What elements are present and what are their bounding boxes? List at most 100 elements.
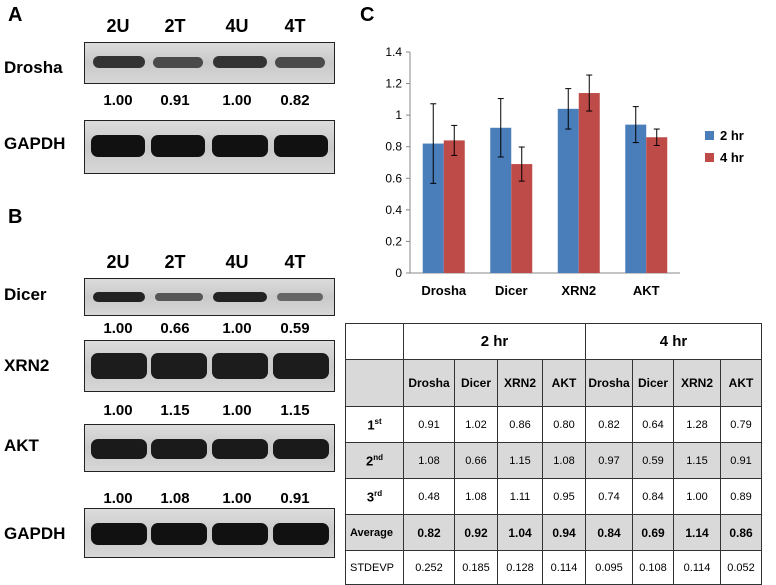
protein-label-xrn2: XRN2 xyxy=(4,356,50,375)
table-row: 2nd 1.08 0.66 1.15 1.08 0.97 0.59 1.15 0.91 xyxy=(345,442,762,479)
y-tick-label: 0.2 xyxy=(385,234,402,248)
table-cell: 0.108 xyxy=(632,550,674,585)
table-protein-header-row: Drosha Dicer XRN2 AKT Drosha Dicer XRN2 … xyxy=(345,359,762,407)
bar xyxy=(443,140,465,273)
y-tick-label: 0 xyxy=(395,266,402,280)
bar xyxy=(490,127,512,274)
group-header-4hr: 4 hr xyxy=(585,323,762,360)
quant-value: 1.08 xyxy=(160,490,190,507)
panel-b-label: B xyxy=(8,206,23,228)
y-tick-label: 0.8 xyxy=(385,140,402,154)
protein-label-akt: AKT xyxy=(4,436,39,455)
quant-value: 1.00 xyxy=(103,402,133,419)
lane-header: 2U xyxy=(106,252,130,272)
table-cell: 0.86 xyxy=(720,514,762,551)
table-cell: 0.185 xyxy=(454,550,498,585)
lane-header: 4T xyxy=(284,16,306,36)
y-tick-label: 1.2 xyxy=(385,77,402,91)
quant-value: 0.82 xyxy=(280,92,310,109)
table-cell: 0.97 xyxy=(585,442,633,479)
blot-drosha xyxy=(84,42,335,84)
quant-value: 1.00 xyxy=(103,490,133,507)
legend-swatch xyxy=(705,131,714,140)
table-cell: 0.64 xyxy=(632,406,674,443)
quant-value: 1.00 xyxy=(222,92,252,109)
data-table: 2 hr 4 hr Drosha Dicer XRN2 AKT Drosha D… xyxy=(345,323,762,585)
table-col-header: AKT xyxy=(542,359,586,407)
table-row-label: 3rd xyxy=(345,478,404,515)
table-cell: 0.84 xyxy=(585,514,633,551)
legend-swatch xyxy=(705,153,714,162)
quant-value: 0.59 xyxy=(280,320,310,337)
table-group-header-row: 2 hr 4 hr xyxy=(345,323,762,360)
y-tick-label: 0.4 xyxy=(385,203,402,217)
blot-akt xyxy=(84,424,335,472)
table-col-header: Drosha xyxy=(403,359,455,407)
table-cell: 0.92 xyxy=(454,514,498,551)
table-row-label: 1st xyxy=(345,406,404,443)
table-row: Average 0.82 0.92 1.04 0.94 0.84 0.69 1.14 0.86 xyxy=(345,514,762,551)
table-cell: 0.89 xyxy=(720,478,762,515)
table-col-header: Dicer xyxy=(454,359,498,407)
table-col-header: Drosha xyxy=(585,359,633,407)
table-row: 1st 0.91 1.02 0.86 0.80 0.82 0.64 1.28 0.79 xyxy=(345,406,762,443)
table-cell: 1.08 xyxy=(454,478,498,515)
table-row-label: Average xyxy=(345,514,404,551)
protein-label-drosha: Drosha xyxy=(4,58,63,77)
table-cell: 0.74 xyxy=(585,478,633,515)
quant-value: 1.15 xyxy=(280,402,310,419)
quant-value: 1.00 xyxy=(222,320,252,337)
table-cell: 1.28 xyxy=(673,406,721,443)
lane-header: 2T xyxy=(164,252,186,272)
bar xyxy=(511,164,533,273)
table-cell: 0.91 xyxy=(720,442,762,479)
table-cell: 0.95 xyxy=(542,478,586,515)
table-col-header: XRN2 xyxy=(673,359,721,407)
quant-value: 1.00 xyxy=(103,320,133,337)
lane-header: 2U xyxy=(106,16,130,36)
bar-chart: 0 0.2 0.4 0.6 0.8 1 1.2 1.4 Drosha Dicer XRN2 AKT 2 … xyxy=(385,45,744,298)
table-cell: 0.252 xyxy=(403,550,455,585)
blot-gapdh-b xyxy=(84,508,335,558)
legend-label: 4 hr xyxy=(720,150,744,165)
bar xyxy=(422,143,444,273)
quant-value: 1.00 xyxy=(222,490,252,507)
y-tick-label: 1 xyxy=(395,108,402,122)
table-row-label: STDEVP xyxy=(345,550,404,585)
table-cell: 0.66 xyxy=(454,442,498,479)
table-cell: 1.11 xyxy=(497,478,543,515)
table-cell: 0.94 xyxy=(542,514,586,551)
panel-a-label: A xyxy=(8,4,23,26)
table-cell: 0.82 xyxy=(403,514,455,551)
protein-label-gapdh: GAPDH xyxy=(4,134,66,153)
bar xyxy=(625,124,647,273)
table-cell: 1.00 xyxy=(673,478,721,515)
table-cell: 0.052 xyxy=(720,550,762,585)
table-cell: 0.86 xyxy=(497,406,543,443)
bar xyxy=(646,137,668,273)
panel-c-label: C xyxy=(360,4,375,26)
legend-label: 2 hr xyxy=(720,128,744,143)
table-row-label: 2nd xyxy=(345,442,404,479)
quant-value: 1.15 xyxy=(160,402,190,419)
lane-header: 4T xyxy=(284,252,306,272)
quant-value: 0.91 xyxy=(160,92,190,109)
blot-xrn2 xyxy=(84,340,335,392)
table-cell: 1.02 xyxy=(454,406,498,443)
y-tick-label: 1.4 xyxy=(385,45,402,59)
table-cell: 0.128 xyxy=(497,550,543,585)
quant-value: 0.91 xyxy=(280,490,310,507)
table-cell: 0.80 xyxy=(542,406,586,443)
table-cell: 1.15 xyxy=(497,442,543,479)
lane-header: 4U xyxy=(225,16,249,36)
table-cell: 0.91 xyxy=(403,406,455,443)
x-tick-label: XRN2 xyxy=(561,283,596,298)
group-header-2hr: 2 hr xyxy=(403,323,586,360)
y-tick-label: 0.6 xyxy=(385,171,402,185)
table-cell: 1.14 xyxy=(673,514,721,551)
blot-dicer xyxy=(84,278,335,316)
bar xyxy=(578,93,600,273)
table-cell: 0.59 xyxy=(632,442,674,479)
quant-value: 1.00 xyxy=(103,92,133,109)
quant-value: 1.00 xyxy=(222,402,252,419)
